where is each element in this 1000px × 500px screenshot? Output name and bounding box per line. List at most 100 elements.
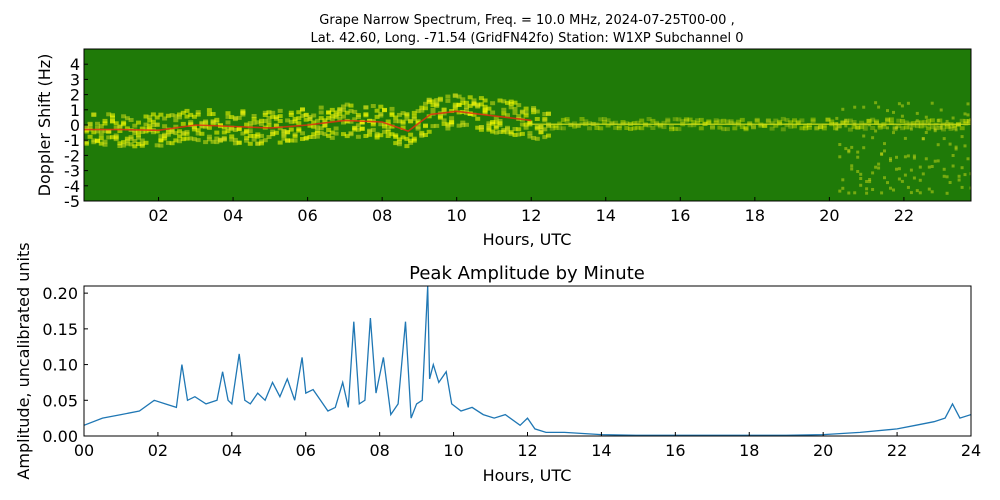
amplitude-plot-area [84,286,971,436]
spectrogram-energy [713,120,719,125]
spectrogram-energy [912,154,916,158]
spectrogram-energy [847,191,851,195]
spectrogram-energy [847,127,853,132]
spectrogram-energy [314,131,320,135]
spectrogram-energy [954,128,958,132]
spectrogram-energy [106,129,112,134]
spectrogram-energy [646,117,652,121]
spectrogram-energy [136,120,141,125]
spectrogram-energy [897,177,901,181]
spectrogram-energy [162,132,168,137]
spectrogram-energy [277,119,283,123]
spectrogram-energy [862,146,866,150]
spectrogram-energy [214,140,220,145]
spectrogram-energy [957,174,961,178]
spectrogram-energy [415,119,421,124]
spectrogram-energy [121,122,127,127]
spectrogram-energy [909,191,913,195]
spectrogram-energy [165,132,171,137]
spectrogram-energy [936,159,940,163]
spectrogram-energy [523,110,529,115]
spectrogram-energy [437,115,443,120]
spectrogram-energy [605,118,611,123]
spectrogram-energy [523,113,529,118]
spectrogram-energy [266,123,272,128]
spectrogram-energy [396,137,402,142]
amplitude-x-tick-label: 10 [443,441,463,460]
spectrogram-energy [501,107,507,112]
spectrogram-energy [303,112,309,117]
spectrogram-energy [273,130,279,135]
spectrogram-energy [747,121,753,125]
spectrogram-energy [885,118,891,123]
spectrogram-energy [646,123,652,128]
spectrogram-energy [400,135,406,140]
spectrogram-energy [393,133,399,138]
spectrogram-energy [542,112,548,116]
spectrogram-energy [497,119,503,123]
spectrogram-energy [844,118,848,122]
spectrogram-energy [296,116,302,121]
spectrogram-energy [139,130,145,134]
spectrogram-energy [505,125,510,130]
spectrogram-energy [255,134,261,139]
spectrogram-energy [318,110,324,115]
spectrogram-energy [851,124,857,129]
spectrogram-energy [929,118,935,123]
spectrogram-energy [903,155,907,159]
spectrogram-energy [259,121,264,126]
spectrogram-energy [434,101,440,106]
spectrogram-energy [445,126,451,131]
spectrogram-energy [158,112,164,117]
spectrogram-energy [874,129,878,133]
spectrogram-energy [838,155,842,159]
spectrogram-energy [344,110,350,115]
spectrogram-energy [404,144,410,149]
spectrogram-energy [661,125,667,130]
spectrogram-energy [616,126,622,131]
spectrogram-energy [132,144,138,149]
spectrogram-energy [344,119,350,124]
spectrogram-energy [927,187,931,191]
spectrogram-energy [251,117,257,122]
spectrogram-energy [232,117,238,122]
spectrogram-energy [915,124,920,129]
spectrogram-energy [471,112,477,117]
spectrogram-energy [184,136,190,141]
spectrogram-energy [478,127,484,132]
spectrogram-energy [553,125,559,130]
spectrogram-energy [333,113,339,118]
spectrogram-energy [430,99,436,104]
spectrogram-energy [244,136,250,141]
spectrogram-energy [341,107,346,112]
spectrogram-energy [951,116,955,120]
spectrogram-energy [113,135,119,140]
spectrogram-energy [341,114,346,119]
spectrogram-energy [117,141,123,146]
spectrogram-energy [773,118,779,123]
spectrogram-energy [527,131,533,136]
spectrogram-energy [173,138,179,143]
spectrogram-energy [945,191,949,195]
spectrogram-energy [624,126,630,130]
spectrogram-energy [307,123,313,128]
spectrogram-energy [471,98,477,103]
spectrogram-energy [490,129,496,134]
spectrogram-energy [512,110,518,115]
spectrogram-energy [883,149,886,153]
spectrogram-energy [191,125,197,130]
spectrogram-energy [355,123,361,128]
spectrogram-energy [486,127,492,132]
spectrogram-energy [471,101,477,106]
amplitude-x-tick-label: 14 [591,441,611,460]
spectrogram-energy [300,131,305,136]
spectrogram-energy [270,129,276,134]
spectrogram-energy [128,142,134,147]
spectrogram-energy [560,126,566,131]
spectrogram-energy [154,122,160,127]
spectrogram-energy [266,120,272,125]
spectrogram-energy [475,116,481,121]
spectrogram-energy [669,127,674,132]
spectrogram-energy [930,101,934,105]
spectrogram-energy [318,116,324,121]
